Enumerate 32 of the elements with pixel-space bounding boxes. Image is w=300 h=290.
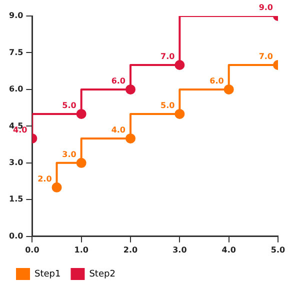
- point: [174, 60, 185, 70]
- y-tick-label: 6.0: [9, 84, 24, 94]
- x-tick-label: 2.0: [123, 245, 138, 254]
- point: [76, 108, 86, 119]
- legend-label: Step2: [89, 269, 116, 280]
- x-tick-label: 4.0: [222, 245, 236, 254]
- point: [126, 133, 136, 144]
- data-label: 5.0: [160, 101, 176, 110]
- point: [224, 84, 234, 94]
- point: [174, 108, 185, 119]
- y-tick-label: 3.0: [9, 158, 24, 168]
- data-label: 7.0: [258, 52, 274, 62]
- point: [76, 158, 86, 168]
- x-tick-label: 5.0: [270, 245, 286, 254]
- y-tick-label: 9.0: [9, 11, 24, 20]
- data-label: 6.0: [210, 76, 224, 86]
- data-label: 7.0: [160, 52, 176, 62]
- data-label: 5.0: [62, 101, 77, 110]
- y-tick-label: 1.5: [9, 194, 24, 204]
- data-label: 4.0: [111, 126, 126, 135]
- y-tick-label: 7.5: [9, 48, 24, 57]
- y-tick-label: 0.0: [9, 231, 24, 240]
- legend-label: Step1: [34, 269, 61, 280]
- data-label: 6.0: [111, 76, 126, 86]
- data-label: 9.0: [258, 3, 274, 12]
- data-label: 3.0: [62, 150, 77, 160]
- point: [52, 182, 62, 192]
- x-tick-label: 1.0: [74, 245, 89, 254]
- point: [126, 84, 136, 94]
- x-tick-label: 0.0: [25, 245, 40, 254]
- x-tick-label: 3.0: [172, 245, 188, 254]
- data-label: 2.0: [38, 174, 52, 184]
